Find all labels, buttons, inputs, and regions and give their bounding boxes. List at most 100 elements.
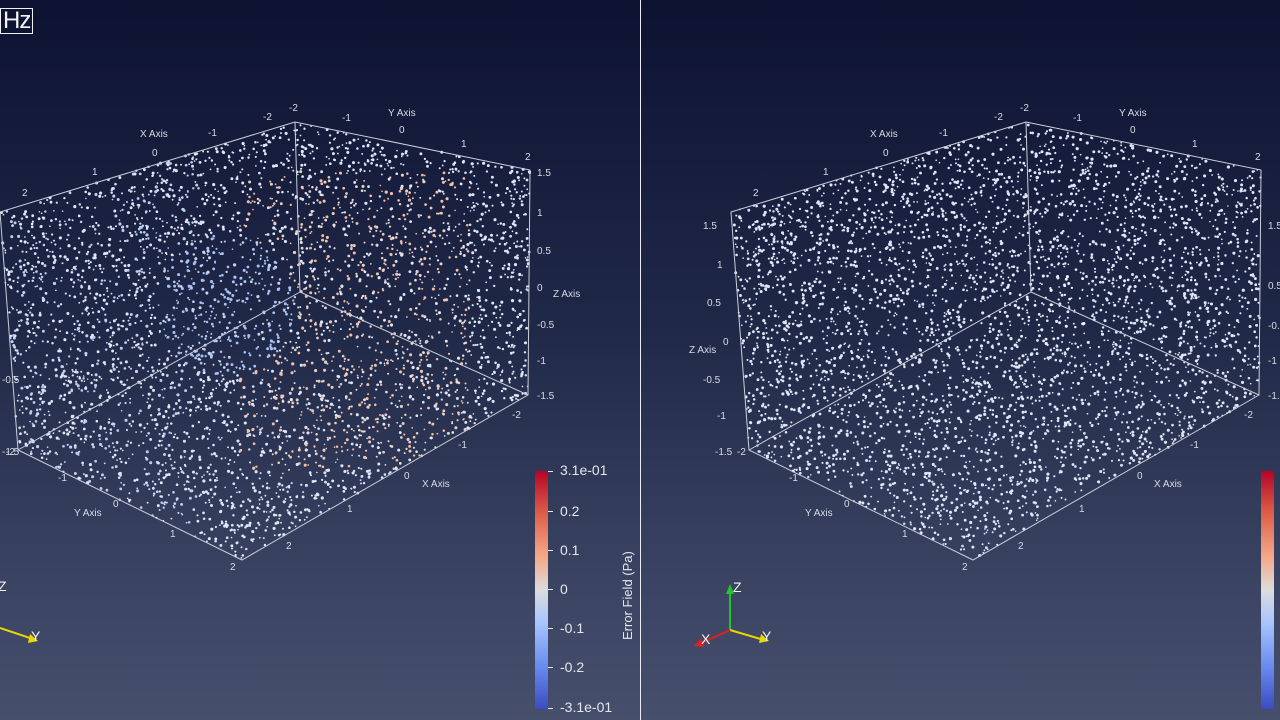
cloud-point — [1000, 455, 1003, 458]
cloud-point — [344, 378, 348, 382]
cloud-point — [328, 141, 332, 144]
cloud-point — [260, 186, 263, 189]
cloud-point — [154, 446, 157, 450]
cloud-point — [205, 310, 208, 313]
cloud-point — [348, 398, 351, 401]
cloud-point — [431, 336, 434, 339]
left-3d-scene[interactable]: X Axis Y Axis Z Axis X Axis Y Axis -2 -1… — [0, 0, 640, 720]
cloud-point — [379, 184, 382, 187]
cloud-point — [382, 153, 386, 157]
cloud-point — [487, 324, 490, 327]
cloud-point — [451, 431, 455, 434]
cloud-point — [116, 429, 120, 432]
cloud-point — [426, 373, 430, 376]
cloud-point — [355, 443, 359, 447]
right-3d-scene[interactable]: X Axis Y Axis Z Axis X Axis Y Axis -2 -1… — [641, 0, 1280, 720]
cloud-point — [384, 358, 387, 361]
viewport-divider[interactable] — [640, 0, 641, 720]
cloud-point — [205, 407, 209, 411]
cloud-point — [270, 242, 274, 246]
cloud-point — [137, 273, 141, 276]
cloud-point — [892, 409, 895, 412]
cloud-point — [857, 401, 860, 404]
cloud-point — [163, 503, 166, 506]
cloud-point — [375, 455, 378, 458]
cloud-point — [149, 414, 153, 417]
cloud-point — [140, 430, 143, 433]
cloud-point — [482, 243, 485, 246]
cloud-point — [392, 336, 395, 339]
cloud-point — [343, 319, 346, 321]
cloud-point — [108, 237, 112, 241]
cloud-point — [793, 268, 797, 272]
cloud-point — [285, 435, 288, 438]
cloud-point — [962, 535, 966, 539]
cloud-point — [75, 427, 77, 429]
cloud-point — [319, 225, 323, 229]
cloud-point — [248, 353, 252, 357]
cloud-point — [181, 260, 184, 263]
cloud-point — [206, 270, 210, 274]
cloud-point — [913, 466, 916, 469]
cloud-point — [456, 356, 461, 360]
cloud-point — [214, 188, 217, 190]
cloud-point — [12, 266, 15, 269]
cloud-point — [73, 205, 77, 209]
cloud-point — [348, 214, 351, 217]
cloud-point — [325, 447, 328, 450]
cloud-point — [76, 326, 81, 330]
cloud-point — [204, 159, 207, 163]
cloud-point — [53, 301, 56, 304]
cloud-point — [293, 296, 297, 299]
cloud-point — [180, 377, 183, 381]
cloud-point — [368, 230, 372, 233]
cloud-point — [372, 147, 375, 150]
cloud-point — [39, 226, 42, 228]
y-tick: 1 — [170, 529, 176, 540]
cloud-point — [146, 501, 149, 504]
cloud-point — [265, 403, 269, 406]
cloud-point — [339, 364, 342, 368]
cloud-point — [383, 258, 387, 262]
cloud-point — [522, 365, 525, 367]
cloud-point — [435, 357, 439, 361]
cloud-point — [189, 347, 193, 350]
cloud-point — [39, 397, 42, 401]
y-arrow-icon — [28, 634, 38, 643]
cloud-point — [242, 268, 246, 272]
cloud-point — [749, 263, 752, 267]
cloud-point — [157, 304, 160, 306]
cloud-point — [940, 483, 943, 486]
cloud-point — [930, 327, 934, 331]
cloud-point — [894, 224, 897, 227]
cloud-point — [313, 445, 316, 448]
cloud-point — [270, 390, 274, 393]
left-viewport[interactable]: X Axis Y Axis Z Axis X Axis Y Axis -2 -1… — [0, 0, 640, 720]
cloud-point — [231, 248, 234, 251]
cloud-point — [354, 474, 357, 477]
cloud-point — [239, 504, 243, 508]
cloud-point — [184, 220, 188, 224]
cloud-point — [364, 201, 368, 205]
cloud-point — [214, 210, 218, 214]
cloud-point — [326, 490, 329, 494]
cloud-point — [153, 343, 157, 347]
cloud-point — [489, 238, 493, 242]
cloud-point — [357, 161, 360, 164]
cloud-point — [164, 180, 167, 183]
cloud-point — [34, 285, 37, 288]
cloud-point — [215, 379, 219, 383]
cloud-point — [472, 344, 475, 347]
cloud-point — [1225, 217, 1228, 221]
right-viewport[interactable]: X Axis Y Axis Z Axis X Axis Y Axis -2 -1… — [641, 0, 1280, 720]
cloud-point — [38, 240, 41, 244]
cloud-point — [202, 250, 206, 254]
cloud-point — [315, 433, 318, 436]
cloud-point — [466, 388, 469, 392]
cloud-point — [501, 369, 504, 372]
cloud-point — [475, 183, 478, 185]
cloud-point — [178, 293, 181, 296]
cloud-point — [309, 232, 312, 235]
cloud-point — [1170, 233, 1173, 236]
cloud-point — [900, 200, 902, 203]
